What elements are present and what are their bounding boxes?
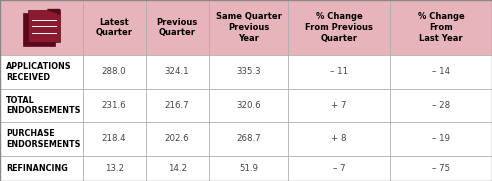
Bar: [83, 122, 146, 156]
Text: 51.9: 51.9: [239, 164, 258, 173]
Text: 268.7: 268.7: [236, 134, 261, 143]
Text: 288.0: 288.0: [102, 68, 126, 76]
Text: – 19: – 19: [432, 134, 450, 143]
Bar: [209, 0, 288, 55]
Text: – 28: – 28: [432, 101, 450, 110]
Bar: [83, 89, 146, 122]
Bar: [146, 89, 209, 122]
Text: TOTAL
ENDORSEMENTS: TOTAL ENDORSEMENTS: [6, 96, 80, 115]
Bar: [288, 0, 390, 55]
Text: 216.7: 216.7: [165, 101, 189, 110]
Bar: [146, 156, 209, 181]
Text: REFINANCING: REFINANCING: [6, 164, 68, 173]
Text: – 11: – 11: [330, 68, 348, 76]
Bar: [0, 156, 83, 181]
Text: 320.6: 320.6: [236, 101, 261, 110]
Bar: [0, 89, 83, 122]
Text: 335.3: 335.3: [236, 68, 261, 76]
Text: 324.1: 324.1: [165, 68, 189, 76]
Text: APPLICATIONS
RECEIVED: APPLICATIONS RECEIVED: [6, 62, 71, 82]
Bar: [209, 89, 288, 122]
Bar: [0, 55, 83, 89]
Bar: [146, 55, 209, 89]
Text: % Change
From
Last Year: % Change From Last Year: [418, 12, 464, 43]
Text: + 8: + 8: [332, 134, 347, 143]
Text: Previous
Quarter: Previous Quarter: [156, 18, 198, 37]
Bar: [209, 55, 288, 89]
Text: 218.4: 218.4: [102, 134, 126, 143]
Text: + 7: + 7: [332, 101, 347, 110]
Bar: [209, 156, 288, 181]
Text: % Change
From Previous
Quarter: % Change From Previous Quarter: [306, 12, 373, 43]
Bar: [83, 0, 146, 55]
Bar: [390, 122, 492, 156]
Bar: [288, 89, 390, 122]
Polygon shape: [48, 9, 60, 14]
FancyBboxPatch shape: [23, 13, 55, 46]
Bar: [288, 156, 390, 181]
Bar: [83, 156, 146, 181]
Bar: [288, 55, 390, 89]
Bar: [83, 55, 146, 89]
Bar: [390, 156, 492, 181]
Text: 202.6: 202.6: [165, 134, 189, 143]
FancyBboxPatch shape: [28, 9, 60, 42]
Text: PURCHASE
ENDORSEMENTS: PURCHASE ENDORSEMENTS: [6, 129, 80, 149]
Bar: [146, 0, 209, 55]
Text: 13.2: 13.2: [105, 164, 123, 173]
Bar: [146, 122, 209, 156]
Bar: [390, 89, 492, 122]
Text: 14.2: 14.2: [168, 164, 186, 173]
Bar: [209, 122, 288, 156]
Bar: [390, 55, 492, 89]
Text: – 75: – 75: [432, 164, 450, 173]
Text: – 7: – 7: [333, 164, 345, 173]
Bar: [0, 122, 83, 156]
Bar: [0, 0, 83, 55]
Text: 231.6: 231.6: [102, 101, 126, 110]
Text: Latest
Quarter: Latest Quarter: [95, 18, 133, 37]
Text: Same Quarter
Previous
Year: Same Quarter Previous Year: [215, 12, 281, 43]
Text: – 14: – 14: [432, 68, 450, 76]
Bar: [390, 0, 492, 55]
Bar: [288, 122, 390, 156]
